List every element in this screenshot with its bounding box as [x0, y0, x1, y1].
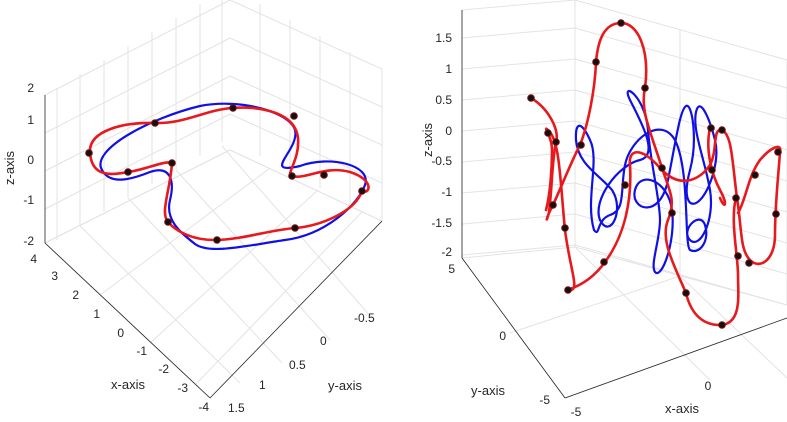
left-z-tick: 1	[27, 113, 34, 127]
data-marker	[288, 172, 296, 180]
right-x-tick: -5	[571, 405, 582, 419]
data-marker	[734, 252, 742, 260]
data-marker	[549, 201, 557, 209]
right-x-tick: 0	[705, 379, 712, 393]
right-z-tick: -1	[441, 185, 452, 199]
data-marker	[561, 224, 569, 232]
right-z-tick: -1.5	[431, 216, 452, 230]
left-y-tick: 1.5	[228, 401, 245, 415]
data-marker	[600, 258, 608, 266]
data-marker	[290, 112, 298, 120]
data-marker	[708, 166, 716, 174]
right-markers	[527, 19, 782, 329]
right-red-curve	[529, 21, 740, 327]
left-plot: 2 1 0 -1 -2 z-axis 4 3 2 1 0 -1 -2 -3 -4…	[2, 0, 383, 415]
right-y-axis-line	[461, 257, 566, 399]
data-marker	[544, 129, 552, 137]
left-y-tick: -0.5	[354, 311, 375, 325]
right-y-tick: 5	[448, 262, 455, 276]
data-marker	[168, 159, 176, 167]
data-marker	[732, 194, 740, 202]
data-marker	[527, 94, 535, 102]
data-marker	[164, 218, 172, 226]
left-x-tick: -3	[177, 381, 188, 395]
data-marker	[772, 210, 780, 218]
right-z-tick: 0.5	[435, 93, 452, 107]
left-x-axis-line	[44, 242, 211, 399]
data-marker	[707, 124, 715, 132]
data-marker	[658, 164, 666, 172]
left-y-tick: 0	[320, 334, 327, 348]
right-x-axis-line	[564, 317, 787, 399]
data-marker	[617, 19, 625, 27]
data-marker	[745, 259, 753, 267]
left-x-tick: 0	[117, 326, 124, 340]
left-x-tick: -2	[158, 362, 169, 376]
left-y-axis-label: y-axis	[328, 378, 362, 393]
right-y-tick: -5	[539, 393, 550, 407]
data-marker	[718, 126, 726, 134]
right-red-curve	[544, 127, 782, 292]
right-y-tick: 0	[499, 329, 506, 343]
right-z-tick: -0.5	[431, 154, 452, 168]
left-z-tick: -2	[23, 234, 34, 248]
data-marker	[124, 168, 132, 176]
right-red-curve	[707, 126, 727, 206]
right-z-axis-label: z-axis	[420, 123, 435, 157]
left-x-axis-label: x-axis	[111, 377, 145, 392]
data-marker	[552, 138, 560, 146]
data-marker	[718, 321, 726, 329]
left-x-tick: -4	[198, 400, 209, 414]
data-marker	[592, 58, 600, 66]
data-marker	[751, 171, 759, 179]
data-marker	[774, 148, 782, 156]
data-marker	[213, 236, 221, 244]
left-markers	[85, 104, 366, 244]
left-z-tick: 2	[27, 81, 34, 95]
left-z-tick: -1	[23, 193, 34, 207]
left-grid	[44, 0, 383, 399]
data-marker	[577, 141, 585, 149]
right-z-tick: 0	[445, 124, 452, 138]
left-z-axis-label: z-axis	[2, 151, 17, 185]
right-plot: 1.5 1 0.5 0 -0.5 -1 -1.5 -2 z-axis 5 0 -…	[420, 0, 787, 419]
left-x-tick: 4	[30, 252, 37, 266]
left-y-axis-line	[209, 220, 383, 399]
right-z-tick: 1.5	[435, 31, 452, 45]
right-z-tick: -2	[441, 245, 452, 259]
data-marker	[641, 84, 649, 92]
data-marker	[229, 104, 237, 112]
data-marker	[85, 149, 93, 157]
right-x-axis-label: x-axis	[665, 401, 699, 416]
data-marker	[151, 119, 159, 127]
left-y-tick: 0.5	[289, 358, 306, 372]
data-marker	[621, 181, 629, 189]
data-marker	[358, 187, 366, 195]
data-marker	[668, 209, 676, 217]
data-marker	[682, 289, 690, 297]
right-y-axis-label: y-axis	[471, 383, 505, 398]
left-z-tick: 0	[27, 153, 34, 167]
data-marker	[320, 171, 328, 179]
left-x-tick: 3	[51, 269, 58, 283]
data-marker	[564, 286, 572, 294]
left-x-tick: -1	[136, 344, 147, 358]
right-z-tick: 1	[445, 62, 452, 76]
right-blue-curve	[574, 89, 718, 275]
left-x-tick: 1	[93, 307, 100, 321]
left-x-tick: 2	[72, 288, 79, 302]
data-marker	[291, 224, 299, 232]
left-y-tick: 1	[259, 378, 266, 392]
